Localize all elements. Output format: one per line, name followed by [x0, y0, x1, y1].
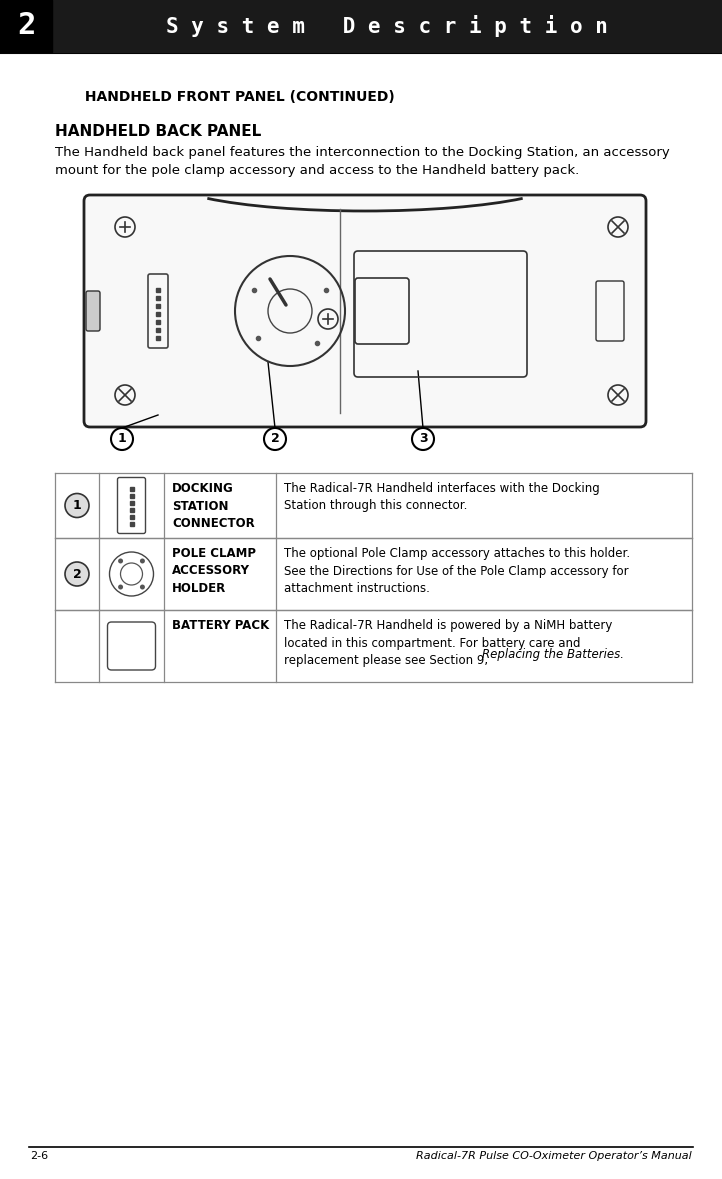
Text: The Handheld back panel features the interconnection to the Docking Station, an : The Handheld back panel features the int… — [55, 146, 670, 159]
Text: 2: 2 — [271, 433, 279, 446]
Text: BATTERY PACK: BATTERY PACK — [172, 619, 269, 632]
Text: 3: 3 — [419, 433, 427, 446]
Circle shape — [65, 562, 89, 586]
Text: The Radical-7R Handheld is powered by a NiMH battery
located in this compartment: The Radical-7R Handheld is powered by a … — [284, 619, 612, 667]
Text: 1: 1 — [118, 433, 126, 446]
FancyBboxPatch shape — [86, 291, 100, 331]
Circle shape — [65, 494, 89, 518]
Text: 1: 1 — [73, 499, 82, 512]
Circle shape — [140, 559, 145, 564]
Text: HANDHELD FRONT PANEL (CONTINUED): HANDHELD FRONT PANEL (CONTINUED) — [80, 90, 395, 104]
Circle shape — [140, 585, 145, 590]
FancyBboxPatch shape — [84, 195, 646, 427]
Text: Replacing the Batteries.: Replacing the Batteries. — [482, 648, 624, 661]
Text: S y s t e m   D e s c r i p t i o n: S y s t e m D e s c r i p t i o n — [166, 15, 608, 37]
Text: 2-6: 2-6 — [30, 1151, 48, 1161]
Text: Radical-7R Pulse CO-Oximeter Operator’s Manual: Radical-7R Pulse CO-Oximeter Operator’s … — [417, 1151, 692, 1161]
Bar — [0, 0, 52, 52]
Circle shape — [118, 559, 123, 564]
Text: 2: 2 — [17, 12, 35, 40]
Text: 2: 2 — [73, 567, 82, 580]
Text: DOCKING
STATION
CONNECTOR: DOCKING STATION CONNECTOR — [172, 482, 255, 531]
Circle shape — [118, 585, 123, 590]
Text: POLE CLAMP
ACCESSORY
HOLDER: POLE CLAMP ACCESSORY HOLDER — [172, 547, 256, 595]
Text: The Radical-7R Handheld interfaces with the Docking
Station through this connect: The Radical-7R Handheld interfaces with … — [284, 482, 600, 513]
Text: The optional Pole Clamp accessory attaches to this holder.
See the Directions fo: The optional Pole Clamp accessory attach… — [284, 547, 630, 595]
Text: HANDHELD BACK PANEL: HANDHELD BACK PANEL — [55, 124, 261, 139]
Text: mount for the pole clamp accessory and access to the Handheld battery pack.: mount for the pole clamp accessory and a… — [55, 164, 579, 177]
Bar — [0, 0, 722, 52]
